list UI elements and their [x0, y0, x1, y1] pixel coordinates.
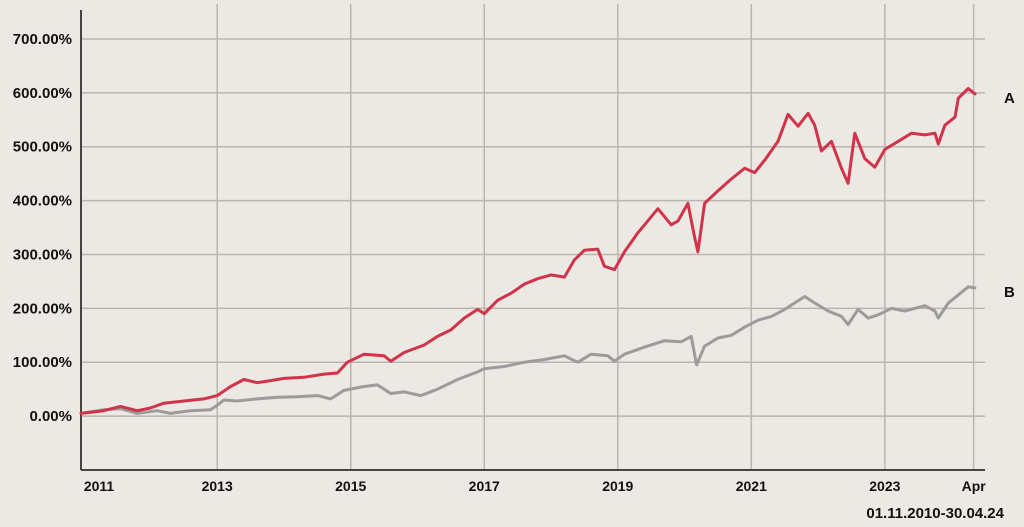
- x-tick-labels: 2011 2013 2015 2017 2019 2021 2023 Apr: [84, 478, 986, 494]
- vertical-gridlines: [216, 4, 975, 470]
- y-tick-label: 100.00%: [13, 354, 72, 371]
- x-tick-label: 2023: [869, 478, 900, 494]
- series-line-b: [79, 285, 977, 415]
- x-tick-label: 2015: [335, 478, 366, 494]
- y-tick-label: 600.00%: [13, 85, 72, 102]
- date-range-note: 01.11.2010-30.04.24: [866, 505, 1004, 522]
- x-tick-label: Apr: [962, 478, 987, 494]
- y-tick-label: 300.00%: [13, 246, 72, 263]
- series-end-label-a: A: [1004, 90, 1015, 107]
- x-tick-label: 2017: [469, 478, 500, 494]
- y-tick-label: 200.00%: [13, 300, 72, 317]
- x-tick-label: 2011: [84, 478, 115, 494]
- series-layer: [79, 87, 977, 415]
- series-end-label-b: B: [1004, 284, 1015, 301]
- x-tick-label: 2013: [202, 478, 233, 494]
- y-tick-label: 0.00%: [29, 408, 72, 425]
- y-tick-label: 400.00%: [13, 193, 72, 210]
- series-end-labels: AB: [1004, 90, 1015, 301]
- x-tick-label: 2021: [736, 478, 767, 494]
- y-tick-labels: 0.00% 100.00% 200.00% 300.00% 400.00% 500.00%…: [13, 31, 72, 425]
- y-tick-label: 700.00%: [13, 31, 72, 48]
- x-tick-label: 2019: [602, 478, 633, 494]
- y-tick-label: 500.00%: [13, 139, 72, 156]
- series-line-a: [79, 87, 977, 415]
